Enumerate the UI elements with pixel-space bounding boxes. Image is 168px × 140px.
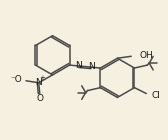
Text: +: + xyxy=(40,75,46,81)
Text: ⁻O: ⁻O xyxy=(10,75,22,84)
Text: N: N xyxy=(35,78,42,87)
Text: O: O xyxy=(36,94,43,103)
Text: N: N xyxy=(88,62,95,71)
Text: OH: OH xyxy=(139,51,153,60)
Text: Cl: Cl xyxy=(151,91,160,100)
Text: N: N xyxy=(75,60,82,69)
